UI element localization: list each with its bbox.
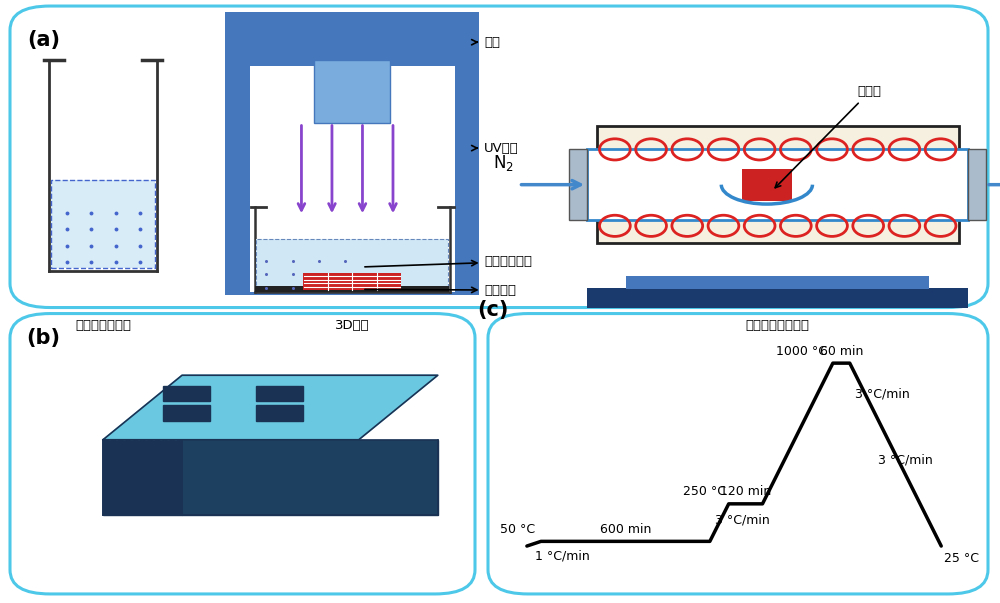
Text: 3 °C/min: 3 °C/min <box>715 513 770 526</box>
FancyBboxPatch shape <box>225 12 479 295</box>
Text: 250 °C: 250 °C <box>683 485 726 498</box>
FancyBboxPatch shape <box>569 150 587 220</box>
FancyBboxPatch shape <box>587 288 968 308</box>
Text: 1 °C/min: 1 °C/min <box>535 549 590 563</box>
Text: 3 °C/min: 3 °C/min <box>855 388 910 400</box>
Polygon shape <box>163 405 210 421</box>
Polygon shape <box>103 440 182 516</box>
Text: (c): (c) <box>477 300 509 320</box>
Text: (b): (b) <box>26 327 60 347</box>
Text: 120 min: 120 min <box>720 485 771 498</box>
FancyBboxPatch shape <box>626 276 929 289</box>
Text: 陶瓷舟: 陶瓷舟 <box>775 86 881 188</box>
FancyBboxPatch shape <box>587 150 968 220</box>
Text: UV光束: UV光束 <box>472 142 519 154</box>
Text: N$_2$: N$_2$ <box>493 153 514 172</box>
FancyBboxPatch shape <box>256 239 448 290</box>
Text: 先驱体树脂配方: 先驱体树脂配方 <box>75 318 131 332</box>
Text: 打印平台: 打印平台 <box>365 283 516 297</box>
Text: 3D打印: 3D打印 <box>335 318 370 332</box>
FancyBboxPatch shape <box>303 273 401 290</box>
Polygon shape <box>256 405 303 421</box>
FancyBboxPatch shape <box>51 180 155 268</box>
FancyBboxPatch shape <box>968 150 986 220</box>
FancyBboxPatch shape <box>742 169 792 201</box>
Text: 600 min: 600 min <box>600 523 651 535</box>
Polygon shape <box>256 386 303 401</box>
Text: 60 min: 60 min <box>820 344 863 358</box>
Text: 50 °C: 50 °C <box>500 523 535 535</box>
FancyBboxPatch shape <box>597 126 959 244</box>
Text: 25 °C: 25 °C <box>944 552 979 564</box>
Text: 先驱体聚合物: 先驱体聚合物 <box>365 255 532 268</box>
Text: 1000 °C: 1000 °C <box>776 344 827 358</box>
FancyBboxPatch shape <box>314 60 390 122</box>
Text: 3 °C/min: 3 °C/min <box>878 453 933 466</box>
Text: 投影: 投影 <box>472 36 500 49</box>
Polygon shape <box>103 375 438 440</box>
FancyBboxPatch shape <box>250 66 455 292</box>
Text: 裂解先驱体聚合物: 裂解先驱体聚合物 <box>746 318 810 332</box>
Polygon shape <box>163 386 210 401</box>
Polygon shape <box>182 440 438 516</box>
FancyBboxPatch shape <box>255 286 449 292</box>
Text: (a): (a) <box>28 30 61 50</box>
